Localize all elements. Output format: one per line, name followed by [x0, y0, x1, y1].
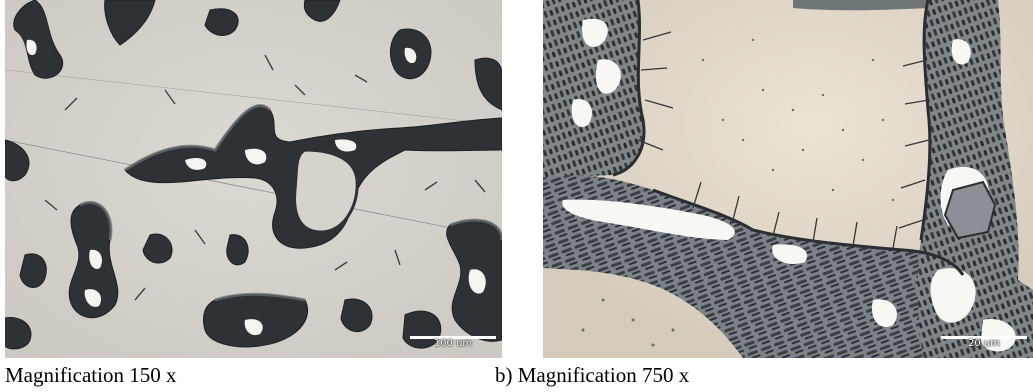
- scale-bar-label: 100 um: [433, 338, 473, 349]
- micrograph-b-image: [543, 0, 1033, 358]
- scale-bar-line: [941, 336, 1027, 339]
- scale-bar-label: 20 um: [968, 338, 1000, 349]
- micrograph-a-image: [5, 0, 502, 358]
- caption-panel-b: b) Magnification 750 x: [495, 363, 690, 387]
- caption-panel-a: Magnification 150 x: [5, 363, 177, 387]
- scale-bar-a: 100 um: [410, 334, 496, 352]
- scale-bar-line: [410, 336, 496, 339]
- micrograph-panel-a: 100 um: [5, 0, 502, 358]
- micrograph-panel-b: 20 um: [543, 0, 1033, 358]
- scale-bar-b: 20 um: [941, 334, 1027, 352]
